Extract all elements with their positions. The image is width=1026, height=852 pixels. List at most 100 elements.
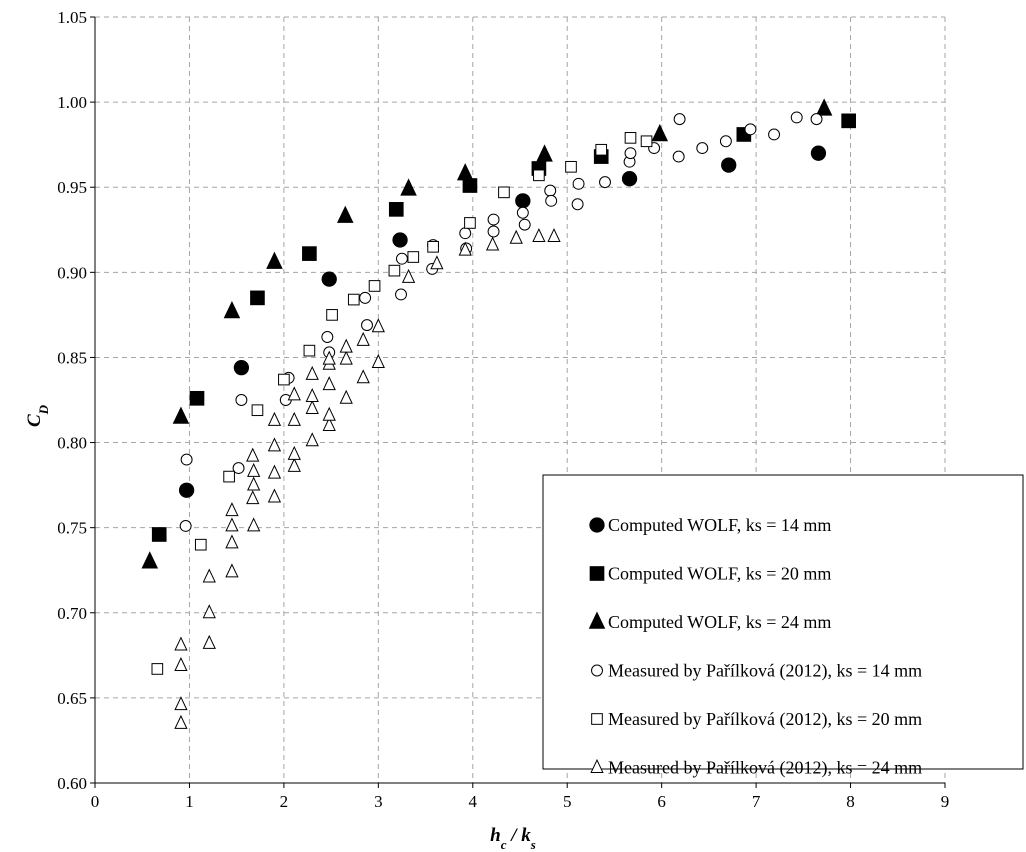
data-point [322,350,336,365]
data-point [251,404,264,417]
legend-label: Computed WOLF, ks = 20 mm [608,564,831,584]
y-tick-label: 0.70 [57,604,87,623]
data-point [174,696,188,711]
legend-box [542,474,1024,770]
y-tick-labels: 0.60 0.65 0.70 0.75 0.80 0.85 0.90 0.95 1.00 1.05 [57,8,87,793]
data-point [326,309,338,321]
data-point [339,338,353,353]
data-point [356,369,370,384]
data-point [141,551,159,569]
data-point [464,217,476,229]
data-point [395,288,407,301]
data-point [225,563,239,578]
data-point [462,178,478,193]
data-point [810,145,827,161]
x-tick-labels: 0 1 2 3 4 5 6 7 8 9 [91,792,950,811]
data-point [278,373,290,386]
data-point [232,462,245,475]
data-point [810,113,823,126]
data-point [246,490,260,505]
data-point [247,517,261,532]
x-tick-label: 5 [563,792,572,811]
data-point [151,663,164,675]
data-point [599,176,611,189]
data-point [359,291,372,304]
data-point [337,205,354,223]
data-point [595,143,608,156]
data-point [485,236,500,251]
x-tick-label: 9 [941,792,950,811]
data-point [287,386,301,401]
axes [90,16,946,788]
data-point [790,111,803,124]
data-point [533,169,545,182]
data-point [388,202,404,217]
data-point [305,399,319,414]
data-point [223,470,235,483]
y-tick-label: 0.75 [57,519,87,538]
data-points [141,98,856,729]
data-point [225,534,239,549]
data-point [498,186,510,199]
x-tick-label: 8 [846,792,855,811]
data-point [267,488,282,503]
data-point [696,142,709,155]
data-point [516,206,529,219]
data-point [223,300,241,319]
y-tick-label: 1.05 [57,8,87,27]
legend-label: Measured by Pařílková (2012), ks = 24 mm [608,758,922,779]
data-point [266,251,283,269]
x-tick-label: 1 [185,792,194,811]
data-point [267,411,282,426]
data-point [174,636,188,651]
data-point [545,194,558,207]
data-point [247,462,261,477]
data-point [721,157,737,173]
data-point [487,213,500,226]
data-point [322,376,336,391]
data-point [305,388,319,403]
data-point [287,457,301,472]
data-point [321,271,337,287]
data-point [347,293,360,306]
data-point [459,227,472,240]
data-point [180,453,193,466]
data-point [544,184,557,197]
legend-marker [588,611,606,629]
grid-lines [95,16,946,783]
data-point [395,252,408,265]
data-point [427,240,439,253]
data-point [194,538,207,551]
legend-label: Measured by Pařílková (2012), ks = 14 mm [608,661,922,682]
data-point [247,476,261,491]
data-point [202,568,216,583]
data-point [400,178,417,196]
data-point [174,656,188,671]
data-point [532,228,546,243]
data-point [305,365,319,380]
data-point [267,464,282,479]
legend-marker [589,566,605,581]
data-point [233,360,250,376]
data-point [339,389,353,404]
series-3 [141,98,833,569]
data-point [287,411,301,426]
data-point [303,344,316,357]
data-point [361,319,373,332]
data-point [322,416,336,431]
data-point [407,251,420,263]
y-tick-label: 0.85 [57,348,87,367]
x-tick-label: 0 [91,792,100,811]
data-point [672,150,685,163]
data-point [368,280,381,292]
x-tick-label: 4 [469,792,478,811]
data-point [565,160,577,173]
legend-marker [591,713,603,725]
data-point [509,229,523,244]
data-point [202,634,216,649]
data-point [322,406,336,421]
data-point [179,520,192,532]
y-tick-label: 0.60 [57,774,87,793]
x-tick-label: 7 [752,792,761,811]
y-tick-label: 0.90 [57,263,87,282]
